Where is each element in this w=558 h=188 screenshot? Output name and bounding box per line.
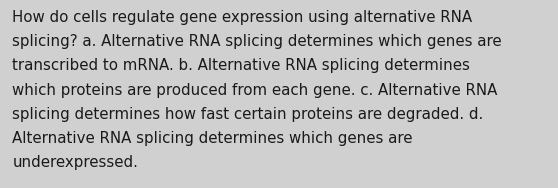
Text: transcribed to mRNA. b. Alternative RNA splicing determines: transcribed to mRNA. b. Alternative RNA …: [12, 58, 470, 74]
Text: which proteins are produced from each gene. c. Alternative RNA: which proteins are produced from each ge…: [12, 83, 498, 98]
Text: splicing? a. Alternative RNA splicing determines which genes are: splicing? a. Alternative RNA splicing de…: [12, 34, 502, 49]
Text: Alternative RNA splicing determines which genes are: Alternative RNA splicing determines whic…: [12, 131, 413, 146]
Text: splicing determines how fast certain proteins are degraded. d.: splicing determines how fast certain pro…: [12, 107, 484, 122]
Text: How do cells regulate gene expression using alternative RNA: How do cells regulate gene expression us…: [12, 10, 473, 25]
Text: underexpressed.: underexpressed.: [12, 155, 138, 170]
